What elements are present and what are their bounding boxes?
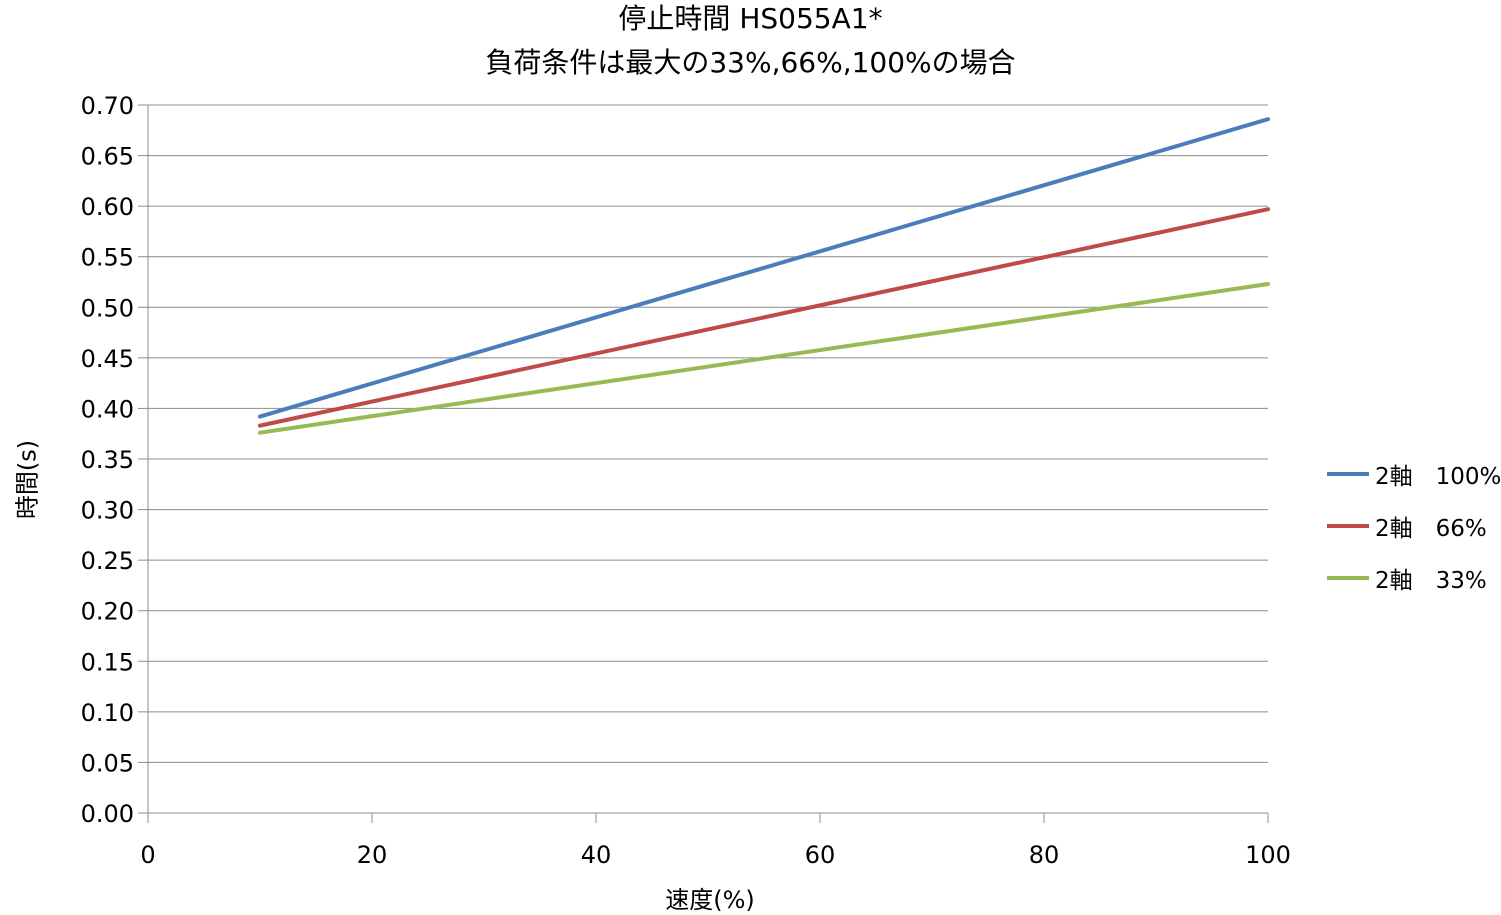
legend-item-66: 2軸 66% [1327, 500, 1501, 552]
y-tick-label: 0.50 [81, 294, 134, 322]
y-tick-label: 0.70 [81, 92, 134, 120]
x-tick-label: 80 [1029, 841, 1060, 869]
y-tick-label: 0.20 [81, 598, 134, 626]
x-tick-label: 20 [357, 841, 388, 869]
y-tick-label: 0.05 [81, 749, 134, 777]
series-line-0 [258, 117, 1270, 419]
chart-title-line1: 停止時間 HS055A1* [618, 2, 883, 35]
legend-swatch-33 [1327, 576, 1369, 580]
legend-label-100: 2軸 100% [1375, 464, 1501, 490]
y-tick-label: 0.25 [81, 547, 134, 575]
legend-label-66: 2軸 66% [1375, 516, 1487, 542]
chart-title-line2: 負荷条件は最大の33%,66%,100%の場合 [485, 46, 1016, 79]
x-tick-label: 40 [581, 841, 612, 869]
y-tick-label: 0.10 [81, 699, 134, 727]
y-tick-label: 0.60 [81, 193, 134, 221]
legend-item-33: 2軸 33% [1327, 552, 1501, 604]
x-tick-label: 60 [805, 841, 836, 869]
x-tick-label: 0 [140, 841, 155, 869]
legend: 2軸 100% 2軸 66% 2軸 33% [1327, 448, 1501, 604]
y-tick-label: 0.30 [81, 497, 134, 525]
legend-swatch-100 [1327, 472, 1369, 476]
y-tick-label: 0.00 [81, 800, 134, 828]
y-tick-label: 0.55 [81, 244, 134, 272]
y-tick-label: 0.65 [81, 143, 134, 171]
legend-label-33: 2軸 33% [1375, 568, 1487, 594]
legend-item-100: 2軸 100% [1327, 448, 1501, 500]
legend-swatch-66 [1327, 524, 1369, 528]
x-tick-label: 100 [1245, 841, 1291, 869]
y-tick-label: 0.15 [81, 648, 134, 676]
y-axis-label: 時間(s) [13, 439, 42, 520]
series-line-1 [258, 207, 1270, 428]
series-line-2 [258, 282, 1270, 435]
x-axis-label: 速度(%) [665, 886, 755, 914]
y-tick-label: 0.40 [81, 395, 134, 423]
y-tick-label: 0.35 [81, 446, 134, 474]
y-tick-label: 0.45 [81, 345, 134, 373]
